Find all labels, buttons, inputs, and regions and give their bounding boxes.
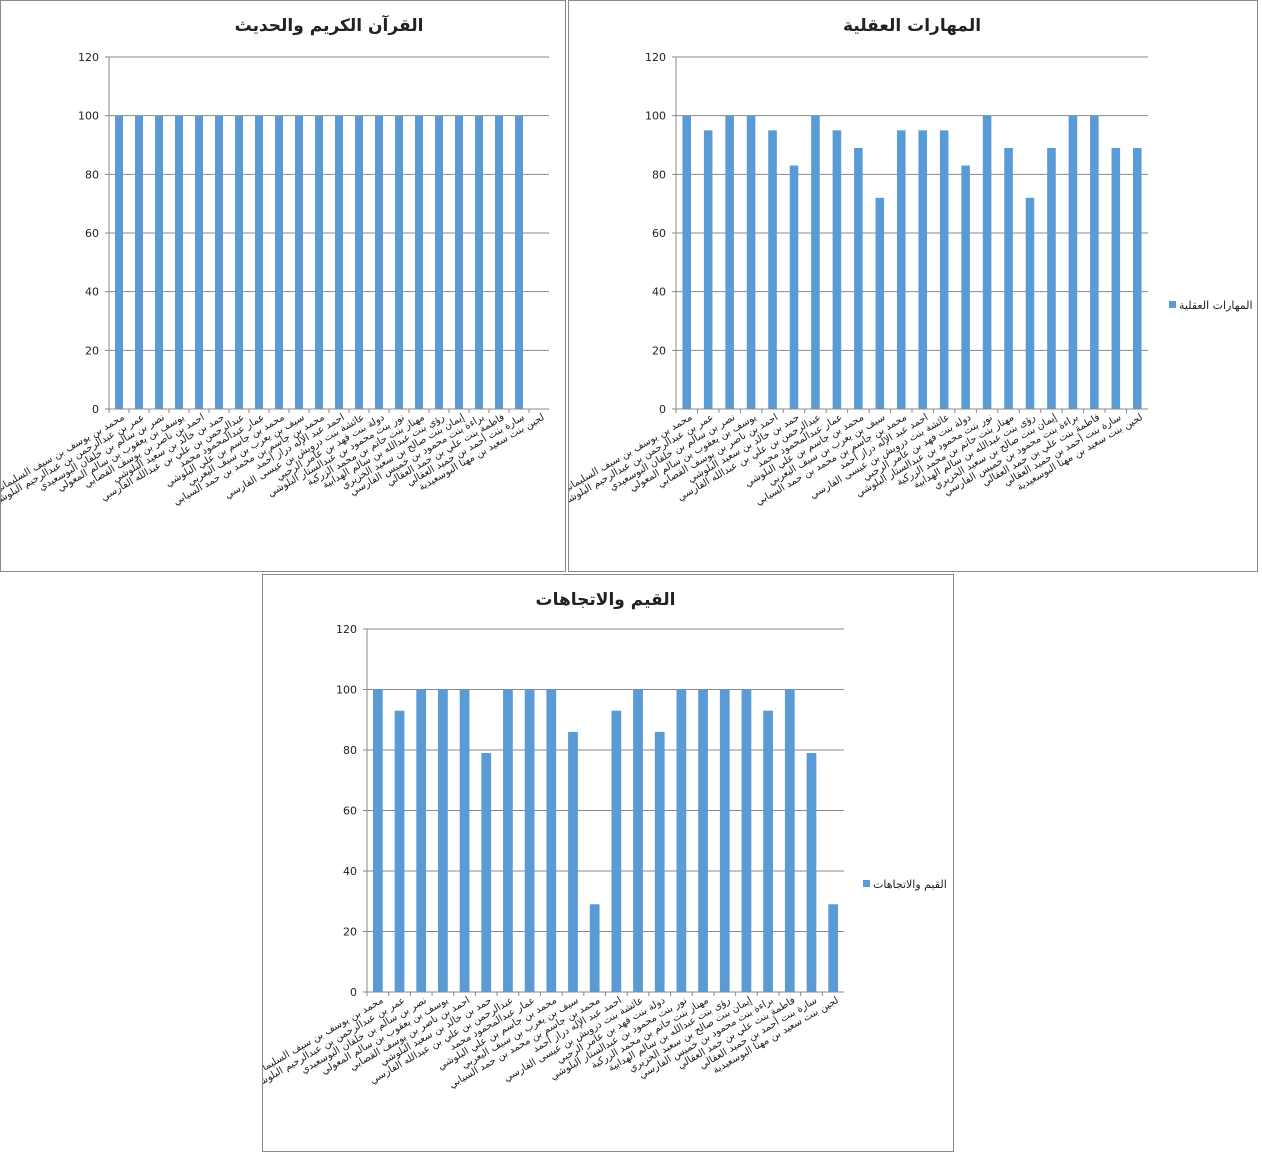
bar	[235, 115, 243, 410]
bar	[475, 115, 483, 410]
bar	[719, 689, 730, 992]
y-tick-label: 0	[659, 403, 666, 416]
bar	[1132, 147, 1142, 409]
bar	[682, 115, 692, 410]
y-tick-label: 40	[652, 286, 666, 299]
bar	[784, 689, 795, 992]
bar	[654, 731, 665, 992]
y-tick-label: 80	[343, 744, 357, 757]
bar	[568, 731, 578, 992]
y-tick-label: 60	[652, 227, 666, 240]
bar	[524, 689, 535, 992]
chart-title: المهارات العقلية	[843, 16, 981, 36]
y-tick-label: 40	[343, 865, 357, 878]
bar	[255, 115, 263, 410]
bar	[633, 689, 643, 992]
bar	[746, 115, 756, 410]
bar	[295, 115, 303, 410]
bar	[215, 115, 223, 410]
bar	[1111, 147, 1121, 409]
bar	[1047, 147, 1056, 409]
bar	[335, 115, 343, 410]
legend-swatch	[863, 880, 870, 887]
bar	[611, 710, 622, 992]
y-tick-label: 20	[85, 344, 99, 357]
bar	[725, 115, 734, 410]
bar	[155, 115, 163, 410]
bar	[394, 710, 405, 992]
bar	[741, 689, 752, 992]
bar	[481, 753, 492, 992]
bar	[438, 689, 448, 992]
bar	[1090, 115, 1099, 410]
bar	[961, 165, 970, 409]
y-tick-label: 60	[85, 227, 99, 240]
bar	[375, 115, 383, 410]
bar	[1068, 115, 1078, 410]
legend-label: القيم والاتجاهات	[873, 878, 947, 891]
bar	[939, 130, 949, 410]
y-tick-label: 100	[78, 110, 99, 123]
bar	[789, 165, 799, 409]
bar	[703, 130, 713, 410]
bar	[275, 115, 283, 410]
bar	[459, 689, 470, 992]
y-tick-label: 80	[652, 168, 666, 181]
legend-swatch	[1169, 301, 1176, 308]
bar	[395, 115, 403, 410]
bar	[515, 115, 523, 410]
bar	[982, 115, 992, 410]
bar	[806, 753, 817, 992]
bar	[546, 689, 557, 992]
y-tick-label: 80	[85, 168, 99, 181]
y-tick-label: 60	[343, 805, 357, 818]
chart-title: القرآن الكريم والحديث	[235, 14, 424, 36]
bar	[875, 197, 885, 409]
y-tick-label: 20	[343, 926, 357, 939]
bar	[918, 130, 928, 410]
y-tick-label: 0	[350, 986, 357, 999]
bar	[195, 115, 203, 410]
y-tick-label: 0	[92, 403, 99, 416]
bar	[175, 115, 183, 410]
y-tick-label: 120	[645, 51, 666, 64]
bar	[896, 130, 906, 410]
y-tick-label: 20	[652, 344, 666, 357]
bar	[372, 689, 383, 992]
bar	[1025, 197, 1035, 409]
bar	[768, 130, 777, 410]
bar	[1004, 147, 1013, 409]
y-tick-label: 100	[645, 110, 666, 123]
y-tick-label: 100	[336, 684, 357, 697]
bar	[355, 115, 363, 410]
bar	[589, 904, 600, 992]
bar	[676, 689, 687, 992]
bar	[415, 115, 423, 410]
bar	[455, 115, 463, 410]
chart-title: القيم والاتجاهات	[536, 590, 676, 610]
bar	[828, 904, 839, 992]
bar	[698, 689, 708, 992]
bar	[435, 115, 443, 410]
bar	[832, 130, 842, 410]
bar	[416, 689, 427, 992]
y-tick-label: 120	[336, 623, 357, 636]
bar	[811, 115, 820, 410]
bar	[854, 147, 863, 409]
bar	[495, 115, 503, 410]
bar	[135, 115, 143, 410]
bar	[503, 689, 513, 992]
chart-panel: القرآن الكريم والحديث020406080100120محمد…	[0, 0, 566, 572]
bar	[115, 115, 123, 410]
legend-label: المهارات العقلية	[1179, 299, 1253, 312]
y-tick-label: 120	[78, 51, 99, 64]
bar	[315, 115, 323, 410]
bar	[763, 710, 773, 992]
y-tick-label: 40	[85, 286, 99, 299]
